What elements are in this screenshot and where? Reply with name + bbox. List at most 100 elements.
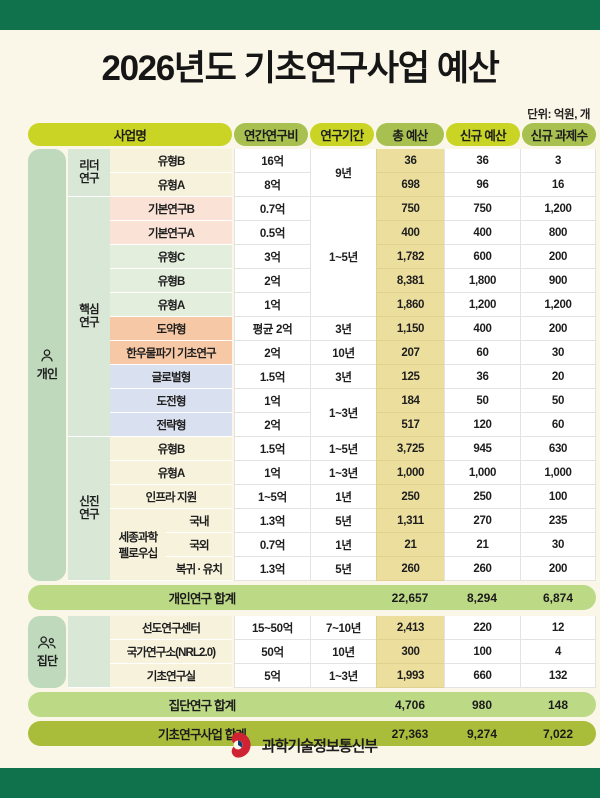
program-name-cell: 글로벌형 [110,365,232,389]
program-name-cell: 기본연구B [110,197,232,221]
new-tasks-cell: 132 [520,664,596,688]
section-rail-label: 개인 [36,367,58,381]
annual-cost-cell: 0.5억 [234,221,310,245]
duration-cell: 1~5년 [310,437,376,461]
annual-cost-cell: 1.5억 [234,365,310,389]
total-budget-cell: 400 [376,221,444,245]
program-group-cell: 세종과학 펠로우십 [110,509,166,581]
annual-cost-cell: 16억 [234,149,310,173]
summary-new-tasks: 6,874 [520,585,596,610]
new-tasks-cell: 30 [520,341,596,365]
program-name-cell: 유형A [110,293,232,317]
new-budget-cell: 100 [444,640,520,664]
new-budget-cell: 1,200 [444,293,520,317]
summary-new-budget: 8,294 [444,585,520,610]
total-budget-cell: 1,000 [376,461,444,485]
total-budget-cell: 750 [376,197,444,221]
total-budget-cell: 1,860 [376,293,444,317]
duration-cell: 9년 [310,149,376,197]
program-name-cell: 기초연구실 [110,664,232,688]
new-budget-cell: 36 [444,149,520,173]
top-accent-bar [0,0,600,30]
program-name-cell: 유형B [110,149,232,173]
subcategory-cell: 핵심 연구 [68,197,110,437]
duration-cell: 1~5년 [310,197,376,317]
duration-cell: 10년 [310,640,376,664]
program-name-cell: 국외 [166,533,232,557]
new-budget-cell: 50 [444,389,520,413]
header-total-budget: 총 예산 [376,123,444,146]
summary-row: 집단연구 합계 4,706 980 148 [28,692,596,717]
new-tasks-cell: 50 [520,389,596,413]
new-budget-cell: 945 [444,437,520,461]
new-budget-cell: 600 [444,245,520,269]
grand-total-row: 기초연구사업 합계 27,363 9,274 7,022 [28,721,596,746]
header-annual-cost: 연간연구비 [234,123,308,146]
annual-cost-cell: 평균 2억 [234,317,310,341]
bottom-accent-bar [0,768,600,798]
duration-cell: 1~3년 [310,664,376,688]
summary-total-budget: 4,706 [376,692,444,717]
new-tasks-cell: 20 [520,365,596,389]
annual-cost-cell: 2억 [234,413,310,437]
total-budget-cell: 1,311 [376,509,444,533]
new-tasks-cell: 1,000 [520,461,596,485]
table-header-row: 사업명 연간연구비 연구기간 총 예산 신규 예산 신규 과제수 [0,123,600,146]
total-budget-cell: 2,413 [376,616,444,640]
program-name-cell: 유형B [110,437,232,461]
annual-cost-cell: 1.3억 [234,509,310,533]
new-budget-cell: 260 [444,557,520,581]
new-tasks-cell: 60 [520,413,596,437]
duration-cell: 1년 [310,485,376,509]
program-name-cell: 도전형 [110,389,232,413]
new-tasks-cell: 200 [520,557,596,581]
program-name-cell: 인프라 지원 [110,485,232,509]
new-budget-cell: 660 [444,664,520,688]
program-name-cell: 전략형 [110,413,232,437]
new-budget-cell: 400 [444,221,520,245]
new-tasks-cell: 900 [520,269,596,293]
annual-cost-cell: 15~50억 [234,616,310,640]
total-budget-cell: 517 [376,413,444,437]
subcategory-cell-empty [68,616,110,688]
program-name-cell: 한우물파기 기초연구 [110,341,232,365]
total-budget-cell: 1,993 [376,664,444,688]
new-budget-cell: 1,000 [444,461,520,485]
new-budget-cell: 120 [444,413,520,437]
taegeuk-logo-icon [225,732,251,758]
new-tasks-cell: 800 [520,221,596,245]
annual-cost-cell: 0.7억 [234,533,310,557]
duration-cell: 10년 [310,341,376,365]
duration-cell: 1~3년 [310,389,376,437]
summary-new-budget: 980 [444,692,520,717]
total-budget-cell: 8,381 [376,269,444,293]
program-name-cell: 도약형 [110,317,232,341]
section-rail-집단: 집단 [28,616,66,688]
new-tasks-cell: 4 [520,640,596,664]
single-person-icon [41,349,53,362]
header-name: 사업명 [28,123,232,146]
new-tasks-cell: 200 [520,245,596,269]
annual-cost-cell: 5억 [234,664,310,688]
ministry-name: 과학기술정보통신부 [261,737,378,755]
new-tasks-cell: 630 [520,437,596,461]
new-budget-cell: 60 [444,341,520,365]
subcategory-cell: 리더 연구 [68,149,110,197]
annual-cost-cell: 0.7억 [234,197,310,221]
new-tasks-cell: 200 [520,317,596,341]
budget-table: 사업명 연간연구비 연구기간 총 예산 신규 예산 신규 과제수 개인 리더 연구 유… [0,123,600,746]
grand-total-new-tasks: 7,022 [520,721,596,746]
annual-cost-cell: 2억 [234,269,310,293]
program-name-cell: 유형B [110,269,232,293]
subcategory-cell: 신진 연구 [68,437,110,581]
summary-label: 개인연구 합계 [28,585,376,610]
program-name-cell: 국가연구소(NRL2.0) [110,640,232,664]
program-name-cell: 선도연구센터 [110,616,232,640]
program-name-cell: 국내 [166,509,232,533]
total-budget-cell: 125 [376,365,444,389]
total-budget-cell: 250 [376,485,444,509]
program-name-cell: 유형A [110,461,232,485]
two-people-icon [38,636,56,649]
new-budget-cell: 96 [444,173,520,197]
annual-cost-cell: 1억 [234,389,310,413]
